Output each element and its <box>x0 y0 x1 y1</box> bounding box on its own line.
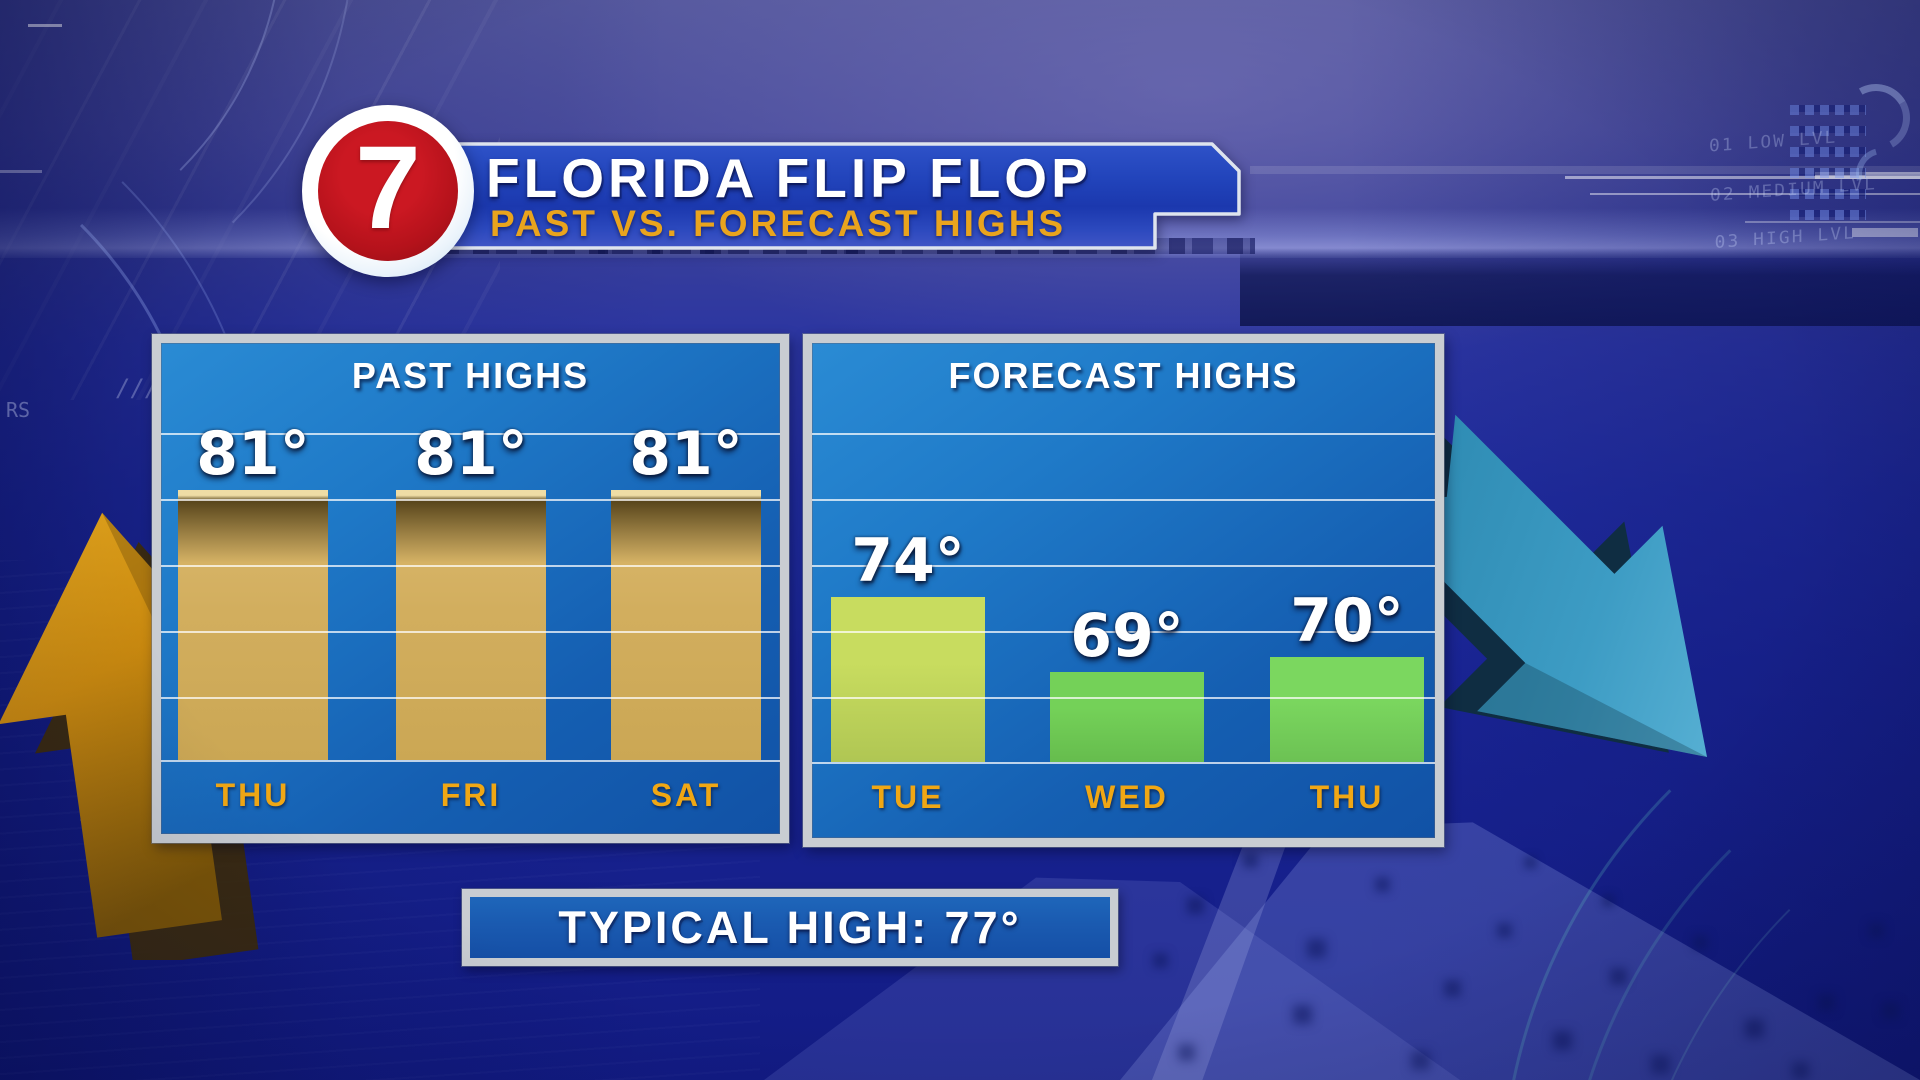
background-dash-mark <box>28 24 62 27</box>
forecast-value-label: 74° <box>851 526 965 596</box>
forecast-day-label: THU <box>1309 779 1385 815</box>
forecast-highs-panel: FORECAST HIGHS 74° TUE 69° WED 70° THU <box>803 334 1444 847</box>
gridline <box>161 760 780 762</box>
background-hud-bar <box>1852 228 1918 237</box>
background-hud-dot-matrix <box>1790 98 1866 220</box>
background-glitch-line <box>1590 193 1920 195</box>
past-bar-thu <box>178 490 328 760</box>
channel-7-logo: 7 <box>302 105 474 277</box>
forecast-value-label: 70° <box>1290 586 1404 656</box>
background-side-text: RS <box>6 398 31 422</box>
typical-high-box: TYPICAL HIGH: 77° <box>462 889 1118 966</box>
past-bar-fri <box>396 490 546 760</box>
background-glitch-line <box>1565 176 1920 179</box>
past-day-label: FRI <box>440 777 502 813</box>
gridline <box>812 499 1435 501</box>
forecast-bar-wed <box>1050 672 1204 762</box>
past-value-label: 81° <box>414 419 528 489</box>
past-highs-panel: PAST HIGHS 81° THU 81° FRI 81° SAT <box>152 334 789 843</box>
past-highs-chart: 81° THU 81° FRI 81° SAT <box>161 343 780 834</box>
gridline <box>812 697 1435 699</box>
forecast-bar-tue <box>831 597 985 762</box>
gridline <box>812 565 1435 567</box>
past-day-label: SAT <box>650 777 722 813</box>
forecast-highs-chart: 74° TUE 69° WED 70° THU <box>812 343 1435 838</box>
gridline <box>161 697 780 699</box>
background-glitch-band <box>1250 166 1920 174</box>
gridline <box>812 433 1435 435</box>
gridline <box>812 631 1435 633</box>
past-day-label: THU <box>215 777 291 813</box>
background-dash-mark <box>0 170 42 173</box>
forecast-day-label: WED <box>1085 779 1169 815</box>
gridline <box>812 762 1435 764</box>
past-highs-panel-title: PAST HIGHS <box>351 355 590 396</box>
forecast-day-label: TUE <box>871 779 945 815</box>
typical-high-label: TYPICAL HIGH: 77° <box>558 901 1022 953</box>
past-bar-sat <box>611 490 761 760</box>
channel-7-logo-red-circle: 7 <box>318 121 458 261</box>
forecast-highs-panel-title: FORECAST HIGHS <box>948 355 1299 396</box>
header-banner <box>440 142 1241 250</box>
gridline <box>161 631 780 633</box>
past-value-label: 81° <box>196 419 310 489</box>
forecast-bar-thu <box>1270 657 1424 762</box>
forecast-value-label: 69° <box>1070 601 1184 671</box>
header-subtitle: PAST VS. FORECAST HIGHS <box>490 203 1067 244</box>
past-value-label: 81° <box>629 419 743 489</box>
gridline <box>161 499 780 501</box>
channel-7-logo-numeral: 7 <box>355 122 421 254</box>
header-title: FLORIDA FLIP FLOP <box>486 147 1092 209</box>
gridline <box>161 565 780 567</box>
background-glitch-line <box>1745 221 1920 223</box>
gridline <box>161 433 780 435</box>
background-hud-bar <box>1815 172 1920 179</box>
